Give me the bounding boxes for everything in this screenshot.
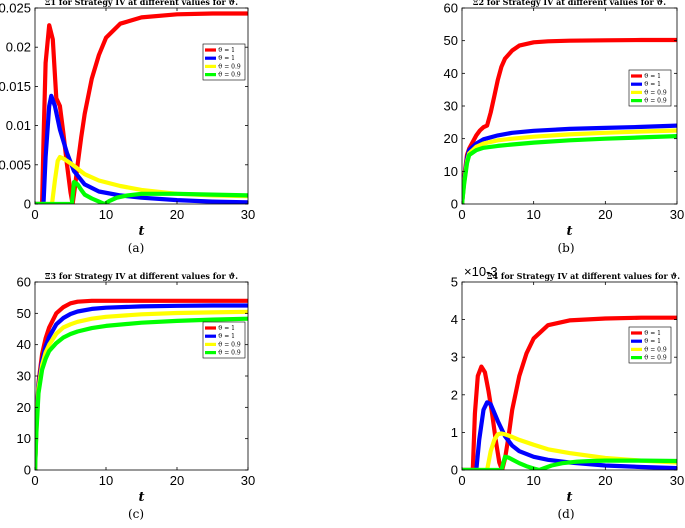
chart-panel-d: 0 10 20 30 0 1 2 3 4 5 ×10-3Ξ4 for Strategy IV at … (451, 264, 684, 521)
legend-entry-2: ϑ = 1 (644, 81, 661, 88)
y-tick-label: 30 (444, 99, 458, 114)
series-line-2 (462, 400, 677, 470)
y-tick-label: 0 (451, 463, 458, 478)
chart-panel-c: 0 10 20 30 0 10 20 30 40 50 60 Ξ3 for Strategy IV a… (17, 271, 256, 521)
x-tick-label: 30 (241, 473, 255, 488)
y-tick-label: 40 (444, 66, 458, 81)
legend-entry-4: ϑ = 0.9 (218, 350, 241, 357)
plot-area (35, 282, 248, 470)
series-line-4 (462, 134, 677, 204)
y-tick-label: 60 (17, 275, 31, 290)
chart-title: Ξ1 for Strategy IV at different values f… (45, 0, 238, 7)
legend: ϑ = 1ϑ = 1ϑ = 0.9ϑ = 0.9 (628, 69, 672, 107)
y-tick-label: 30 (17, 369, 31, 384)
y-tick-label: 10 (17, 431, 31, 446)
legend-entry-2: ϑ = 1 (644, 338, 661, 345)
series-line-4 (35, 316, 248, 470)
legend-entry-3: ϑ = 0.9 (218, 341, 241, 348)
axes-frame (34, 7, 249, 205)
series-line-4 (462, 454, 677, 470)
y-axis-multiplier: ×10-3 (464, 264, 498, 279)
chart-panel-a: 0 10 20 30 0 0.005 0.01 0.015 0.02 0.025 Ξ1 for St… (0, 0, 255, 255)
legend-entry-1: ϑ = 1 (218, 47, 235, 54)
y-tick-label: 0 (24, 197, 31, 212)
x-tick-label: 0 (31, 473, 38, 488)
chart-title: Ξ4 for Strategy IV at different values f… (487, 271, 680, 281)
x-tick-label: 20 (598, 473, 612, 488)
y-tick-label: 0.02 (6, 40, 31, 55)
y-tick-label: 0.015 (0, 79, 31, 94)
x-tick-label: 10 (99, 473, 113, 488)
x-tick-label: 0 (31, 207, 38, 222)
legend-entry-2: ϑ = 1 (218, 333, 235, 340)
y-tick-label: 20 (444, 131, 458, 146)
y-tick-label: 1 (451, 425, 458, 440)
legend-entry-3: ϑ = 0.9 (644, 89, 667, 96)
series-line-3 (462, 431, 677, 470)
axes-frame (461, 281, 678, 471)
x-axis-label: t (566, 224, 572, 239)
x-axis-label: t (138, 224, 144, 239)
y-tick-label: 40 (17, 337, 31, 352)
legend-entry-2: ϑ = 1 (218, 55, 235, 62)
panel-caption: (d) (557, 507, 574, 521)
y-tick-label: 0.01 (6, 118, 31, 133)
x-tick-label: 10 (526, 473, 540, 488)
legend: ϑ = 1ϑ = 1ϑ = 0.9ϑ = 0.9 (202, 321, 246, 359)
y-tick-label: 10 (444, 164, 458, 179)
legend-entry-4: ϑ = 0.9 (644, 355, 667, 362)
x-axis-label: t (566, 490, 572, 505)
y-tick-label: 60 (444, 1, 458, 16)
legend-entry-3: ϑ = 0.9 (218, 63, 241, 70)
chart-title: Ξ3 for Strategy IV at different values f… (45, 271, 238, 281)
legend: ϑ = 1ϑ = 1ϑ = 0.9ϑ = 0.9 (202, 43, 246, 81)
x-axis-label: t (138, 490, 144, 505)
legend-entry-1: ϑ = 1 (644, 330, 661, 337)
y-tick-label: 0 (24, 463, 31, 478)
y-tick-label: 0.025 (0, 1, 31, 16)
legend: ϑ = 1ϑ = 1ϑ = 0.9ϑ = 0.9 (628, 326, 672, 364)
legend-entry-4: ϑ = 0.9 (218, 72, 241, 79)
y-tick-label: 20 (17, 400, 31, 415)
x-tick-label: 30 (670, 207, 684, 222)
y-tick-label: 50 (17, 306, 31, 321)
x-tick-label: 20 (170, 207, 184, 222)
x-tick-label: 20 (170, 473, 184, 488)
plot-area (35, 8, 248, 204)
legend-entry-1: ϑ = 1 (644, 73, 661, 80)
panel-caption: (c) (128, 507, 144, 521)
plot-area (462, 282, 677, 470)
y-tick-label: 2 (451, 387, 458, 402)
x-tick-label: 10 (526, 207, 540, 222)
x-tick-label: 10 (99, 207, 113, 222)
legend-entry-3: ϑ = 0.9 (644, 346, 667, 353)
panel-caption: (a) (128, 241, 145, 255)
x-tick-label: 0 (458, 207, 465, 222)
legend-entry-4: ϑ = 0.9 (644, 98, 667, 105)
y-tick-label: 0.005 (0, 157, 31, 172)
x-tick-label: 30 (241, 207, 255, 222)
y-tick-label: 3 (451, 350, 458, 365)
x-tick-label: 20 (598, 207, 612, 222)
series-line-4 (35, 179, 248, 204)
chart-title: Ξ2 for Strategy IV at different values f… (473, 0, 666, 7)
y-tick-label: 4 (451, 312, 458, 327)
panel-caption: (b) (557, 241, 574, 255)
x-tick-label: 30 (670, 473, 684, 488)
legend-entry-1: ϑ = 1 (218, 325, 235, 332)
y-tick-label: 0 (451, 197, 458, 212)
series-line-1 (462, 37, 677, 204)
y-tick-label: 50 (444, 33, 458, 48)
y-tick-label: 5 (451, 275, 458, 290)
x-tick-label: 0 (458, 473, 465, 488)
chart-panel-b: 0 10 20 30 0 10 20 30 40 50 60 Ξ2 for Strategy IV a… (444, 0, 685, 255)
